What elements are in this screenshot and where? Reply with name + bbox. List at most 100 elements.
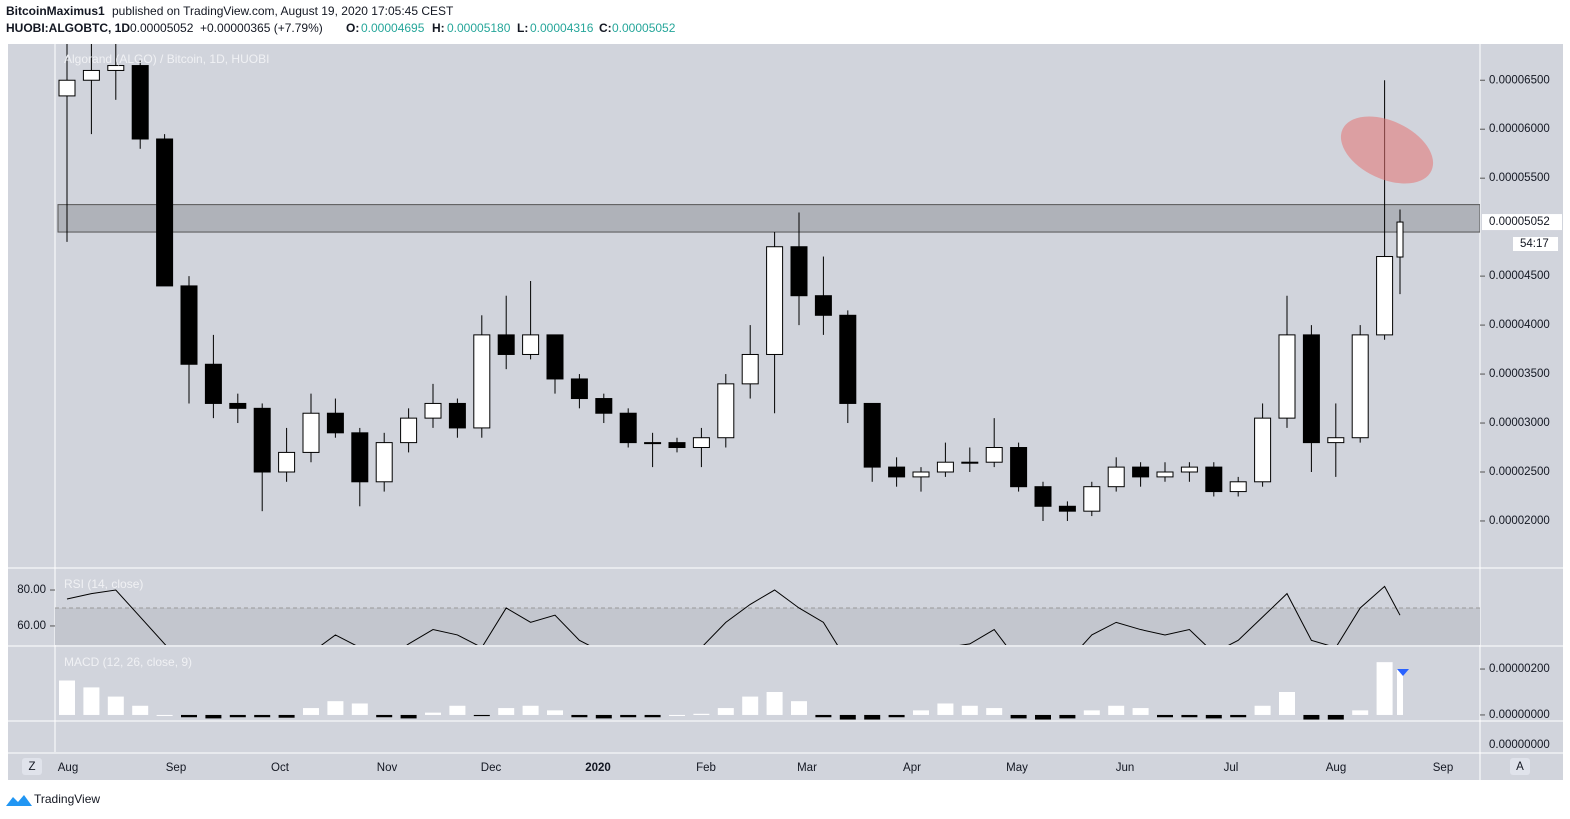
macd-bar xyxy=(1108,705,1125,715)
macd-bar xyxy=(1230,714,1247,718)
macd-bar xyxy=(303,708,319,715)
macd-bar xyxy=(400,714,417,719)
o: 0.00004695 xyxy=(361,21,425,35)
candle-body xyxy=(1058,505,1076,512)
macd-bar xyxy=(1083,710,1100,715)
a-button[interactable]: A xyxy=(1516,761,1524,773)
y-tick-label: 0.00003500 xyxy=(1489,368,1550,380)
y-tick-label: 0.00006000 xyxy=(1489,123,1550,135)
x-tick-label: Sep xyxy=(166,762,186,774)
x-tick-label: Apr xyxy=(903,762,921,774)
macd-bar xyxy=(717,708,734,715)
macd-bar xyxy=(961,705,978,715)
candle-body xyxy=(400,417,418,444)
macd-bar xyxy=(425,712,441,715)
x-tick-label: May xyxy=(1006,762,1028,774)
candle-body xyxy=(546,334,564,380)
macd-bar xyxy=(1059,714,1076,719)
price-pane xyxy=(57,44,1480,521)
button[interactable] xyxy=(1510,758,1530,775)
candle-body xyxy=(912,471,930,478)
macd-tick-label: 0.00000000 xyxy=(1489,709,1550,721)
candle-body xyxy=(644,442,662,445)
candle-body xyxy=(204,363,222,404)
candle-body xyxy=(619,412,637,444)
candle-body xyxy=(1229,481,1247,493)
published: published on TradingView.com, August 19,… xyxy=(112,4,454,18)
candle-body xyxy=(326,412,344,434)
macd-bar xyxy=(937,703,954,715)
l-label: L: xyxy=(517,21,528,35)
candle-body xyxy=(58,79,76,97)
h: 0.00005180 xyxy=(447,21,511,35)
x-tick-label: Oct xyxy=(271,762,290,774)
candle-body xyxy=(717,383,735,439)
countdown-box xyxy=(1513,237,1558,251)
candle-body xyxy=(668,442,686,449)
candle-body xyxy=(1302,334,1320,444)
candle-body xyxy=(1254,417,1272,483)
candle-body xyxy=(82,69,100,81)
candle-body xyxy=(1107,466,1125,488)
z-button[interactable]: Z xyxy=(28,761,35,773)
macd-tick-label: 0.00000200 xyxy=(1489,663,1550,675)
x-tick-label: Nov xyxy=(377,762,398,774)
macd-bar xyxy=(547,710,563,715)
macd-bar xyxy=(1254,705,1271,715)
candle-body xyxy=(961,461,979,464)
macd-bar xyxy=(1303,714,1320,720)
candle-body xyxy=(692,437,710,449)
candle-body xyxy=(448,402,466,429)
macd-bar xyxy=(1352,710,1369,715)
ohlc-line: HUOBI:ALGOBTC, 1D 0.00005052 +0.00000365… xyxy=(6,21,676,35)
candle-body xyxy=(839,314,857,404)
candle-body xyxy=(1010,447,1028,488)
price-legend: Algorand (ALGO) / Bitcoin, 1D, HUOBI xyxy=(64,52,269,66)
macd-bar xyxy=(644,714,661,718)
author: BitcoinMaximus1 xyxy=(6,4,105,18)
macd-bar xyxy=(473,714,490,717)
o-label: O: xyxy=(346,21,359,35)
candle-body xyxy=(1351,334,1369,439)
candle-body xyxy=(1132,466,1150,478)
candle-body xyxy=(570,378,588,400)
candle-body xyxy=(1034,486,1052,507)
macd-bar xyxy=(278,714,295,718)
candle-body xyxy=(985,447,1003,463)
candle-body xyxy=(766,246,784,355)
macd-bar xyxy=(913,710,929,715)
macd-bar xyxy=(742,696,759,715)
y-tick-label: 0.00002000 xyxy=(1489,515,1550,527)
macd-pane xyxy=(59,662,1403,720)
y-tick-label: 0.00002500 xyxy=(1489,466,1550,478)
macd-bar xyxy=(83,687,100,715)
candle-body xyxy=(229,402,247,409)
candle-body xyxy=(253,407,271,473)
candle-body xyxy=(375,442,393,483)
button[interactable] xyxy=(22,758,42,775)
y-tick-label: 0.00003000 xyxy=(1489,417,1550,429)
macd-bar xyxy=(1157,714,1173,718)
macd-bar xyxy=(620,714,637,718)
c: 0.00005052 xyxy=(612,21,676,35)
x-tick-label: 2020 xyxy=(585,762,611,774)
candle-body xyxy=(424,402,442,419)
candle-body xyxy=(156,138,174,287)
candle-body xyxy=(302,412,320,453)
rsi-line xyxy=(66,585,1401,645)
macd-bar xyxy=(351,703,368,715)
macd-bar xyxy=(693,713,710,715)
macd-bar xyxy=(815,714,832,718)
macd-bar xyxy=(156,714,173,716)
macd-bar xyxy=(327,701,344,715)
macd-bar xyxy=(864,714,881,720)
y-tick-label: 0.00005500 xyxy=(1489,172,1550,184)
candle-body xyxy=(790,246,808,297)
macd-bar xyxy=(766,691,783,715)
candle-body xyxy=(1278,334,1296,419)
highlight-ellipse xyxy=(1340,116,1434,184)
macd-bar xyxy=(1205,714,1222,719)
macd-bar xyxy=(376,714,393,718)
macd-bar xyxy=(1132,708,1149,715)
x-tick-label: Aug xyxy=(58,762,78,774)
